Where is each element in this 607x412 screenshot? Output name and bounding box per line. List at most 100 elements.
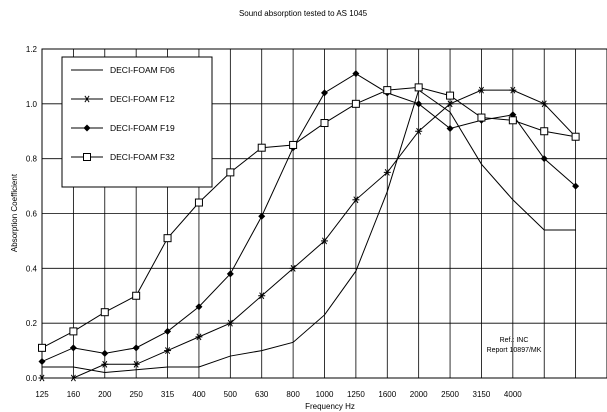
y-tick-label: 0.0 (26, 374, 38, 383)
legend-label: DECI-FOAM F12 (110, 94, 175, 104)
series-deci-foam-f06 (42, 89, 576, 374)
x-tick-label: 125 (35, 390, 49, 399)
legend-entry-deci-foam-f32: DECI-FOAM F32 (71, 152, 175, 162)
data-point (383, 86, 392, 95)
data-point (352, 70, 360, 78)
x-tick-label: 800 (286, 390, 300, 399)
marker-stroke (84, 95, 90, 103)
x-tick-label: 200 (98, 390, 112, 399)
data-point (477, 86, 485, 94)
data-point (351, 99, 360, 108)
y-axis-label: Absorption Coefficient (10, 173, 19, 252)
data-point (321, 89, 328, 97)
data-point (540, 100, 548, 108)
x-axis-label: Frequency Hz (305, 402, 355, 411)
series-deci-foam-f32 (38, 83, 580, 352)
data-point (414, 83, 423, 92)
series-line (41, 86, 576, 349)
data-point (69, 327, 78, 336)
data-point (540, 127, 549, 136)
data-point (415, 127, 423, 135)
data-point (195, 303, 203, 311)
x-tick-labels: 125 160 200 250 315 400 500 630 800 1000 1250 1600 2… (35, 390, 522, 399)
marker-stroke (227, 319, 233, 327)
legend-box (61, 56, 213, 188)
data-point (446, 125, 454, 133)
data-point (321, 237, 328, 245)
legend-entry-deci-foam-f12: DECI-FOAM F12 (71, 94, 175, 104)
y-tick-label: 0.6 (26, 210, 38, 219)
legend-label: DECI-FOAM F19 (110, 123, 175, 133)
y-tick-label: 1.2 (26, 45, 38, 54)
data-point (289, 140, 298, 149)
report-number-label: Report 10897/MK (487, 347, 542, 354)
marker-stroke (541, 100, 547, 108)
x-tick-label: 1250 (347, 390, 365, 399)
x-tick-label: 2500 (441, 390, 459, 399)
data-point (194, 198, 203, 207)
legend: DECI-FOAM F06 DECI-FOAM F12 DECI-FOAM F19 D… (61, 56, 213, 188)
data-point (226, 319, 234, 327)
data-point (257, 143, 266, 152)
legend-marker (83, 124, 91, 132)
data-point (132, 291, 141, 300)
legend-entry-deci-foam-f06: DECI-FOAM F06 (71, 65, 175, 75)
series-deci-foam-f12 (38, 86, 580, 382)
data-point (446, 100, 454, 108)
data-point (477, 113, 486, 122)
data-point (38, 343, 46, 352)
marker-stroke (321, 237, 328, 245)
data-point (289, 264, 297, 272)
marker-stroke (196, 333, 202, 341)
x-tick-label: 500 (224, 390, 238, 399)
legend-entry-deci-foam-f19: DECI-FOAM F19 (71, 123, 175, 133)
x-tick-label: 630 (255, 390, 269, 399)
y-tick-label: 0.2 (26, 319, 38, 328)
marker-stroke (259, 292, 265, 300)
series-layer (38, 70, 580, 382)
data-point (163, 234, 172, 243)
legend-marker (83, 153, 91, 161)
data-point (508, 116, 517, 125)
data-point (258, 212, 266, 220)
x-tick-label: 160 (67, 390, 81, 399)
marker-stroke (290, 264, 296, 272)
marker-stroke (384, 168, 390, 176)
series-line (41, 73, 576, 363)
marker-stroke (70, 374, 76, 382)
data-point (195, 333, 203, 341)
data-point (572, 182, 580, 190)
marker-stroke (478, 86, 484, 94)
report-reference: Ref.: INC Report 10897/MK (487, 337, 542, 354)
marker-stroke (510, 86, 516, 94)
y-tick-label: 0.8 (26, 155, 38, 164)
marker-stroke (447, 100, 453, 108)
data-point (540, 155, 548, 163)
data-point (509, 86, 517, 94)
legend-label: DECI-FOAM F06 (110, 65, 175, 75)
data-point (320, 119, 329, 128)
data-point (132, 360, 140, 368)
y-tick-label: 0.4 (26, 264, 38, 273)
data-point (415, 100, 423, 108)
y-tick-label: 1.0 (26, 100, 38, 109)
data-point (226, 270, 234, 278)
marker-stroke (102, 360, 108, 368)
marker-stroke (39, 374, 45, 382)
x-tick-label: 2000 (410, 390, 428, 399)
data-point (100, 308, 109, 317)
data-point (69, 344, 77, 352)
data-point (69, 374, 77, 382)
data-point (101, 360, 109, 368)
marker-stroke (165, 347, 171, 355)
x-tick-label: 250 (129, 390, 143, 399)
marker-stroke (416, 127, 422, 135)
chart-title: Sound absorption tested to AS 1045 (239, 9, 368, 18)
legend-label: DECI-FOAM F32 (110, 152, 175, 162)
series-deci-foam-f19 (38, 70, 580, 366)
data-point (226, 168, 235, 177)
x-tick-label: 315 (161, 390, 175, 399)
y-tick-labels: 0.0 0.2 0.4 0.6 0.8 1.0 1.2 (26, 45, 38, 383)
data-point (446, 91, 455, 100)
